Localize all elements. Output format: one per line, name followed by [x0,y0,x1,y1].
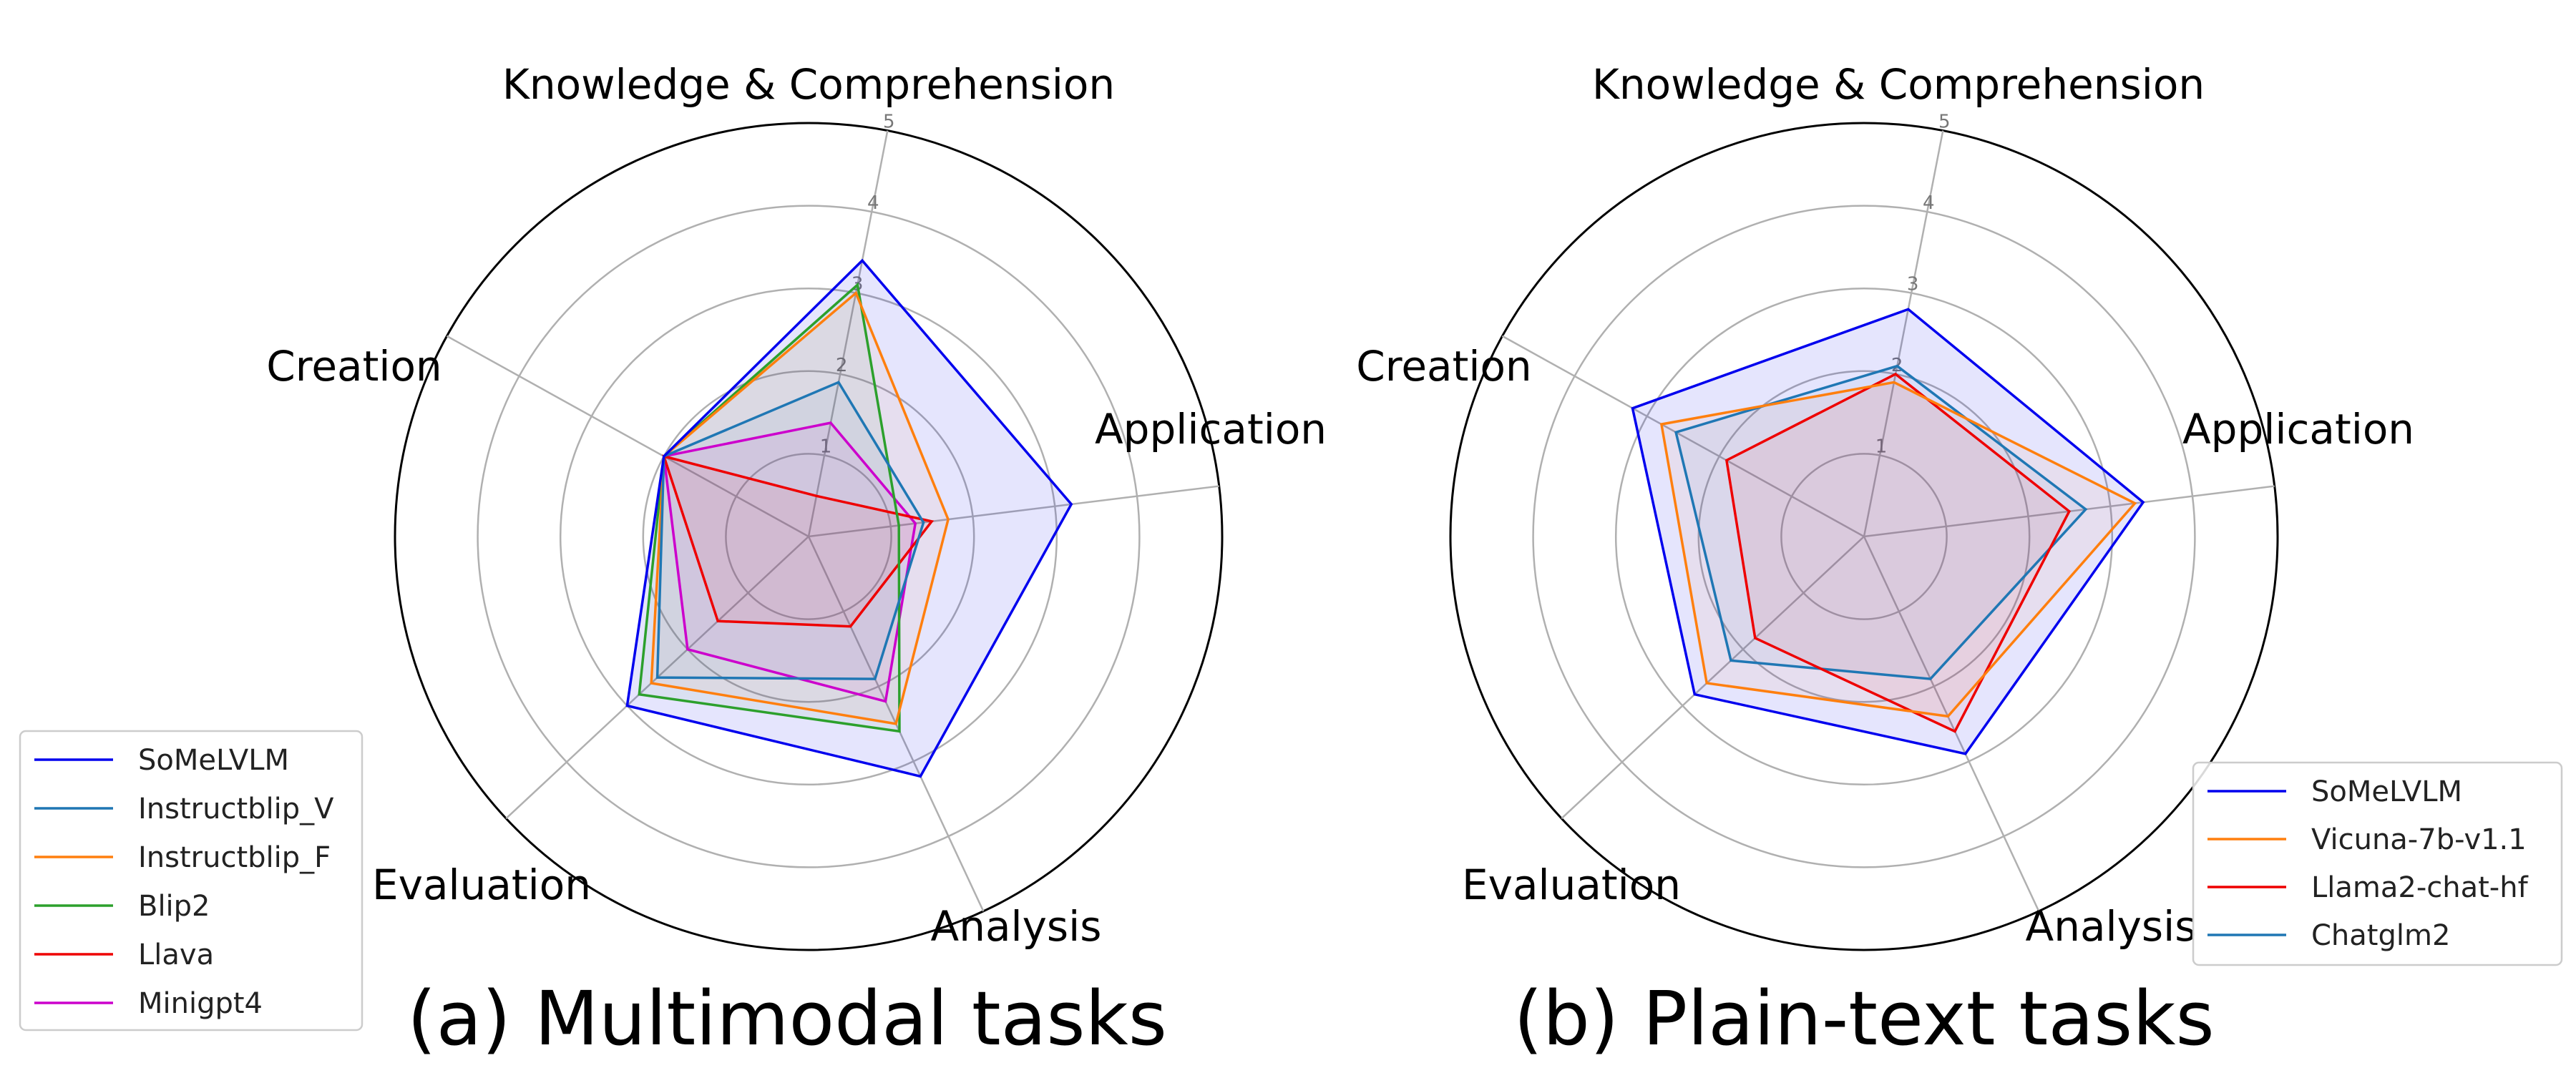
spoke-evaluation [1561,536,1865,820]
series-shade-blip2 [639,285,899,732]
legend-entry-llama2-chat-hf: Llama2-chat-hf [2311,871,2529,904]
radar-outer-frame [1449,122,2279,951]
axis-label-analysis: Analysis [931,902,1102,951]
tick-label-1: 1 [820,436,832,458]
axis-label-application: Application [2182,405,2414,454]
series-shade-llama2-chat-hf [1726,374,2069,732]
series-line-llama2-chat-hf [1724,372,2072,733]
spoke-knowledge-comprehension [1863,130,1944,537]
spoke-knowledge-comprehension [807,130,889,537]
radar-outer-frame [394,122,1224,951]
axis-label-evaluation: Evaluation [1462,861,1681,909]
series-line-vicuna-7b-v1-1 [1659,381,2137,718]
series-shade-llava [663,456,932,627]
grid-circle-3 [1614,287,2114,786]
series-line-llava [662,454,935,628]
series-shade-instructblip-v [657,382,924,680]
legend-entry-minigpt4: Minigpt4 [138,987,263,1020]
legend: SoMeLVLM Instructblip_V Instructblip_F Blip… [19,730,364,1032]
legend: SoMeLVLM Vicuna-7b-v1.1 Llama2-chat-hf Chat… [2192,761,2563,966]
axis-label-creation: Creation [266,342,441,391]
axis-label-evaluation: Evaluation [372,861,591,909]
spoke-analysis [1863,536,2040,912]
legend-entry-instructblip-v: Instructblip_V [138,793,334,825]
tick-label-5: 5 [883,112,895,133]
legend-entry-somelvlm: SoMeLVLM [138,744,289,777]
legend-entry-somelvlm: SoMeLVLM [2311,775,2462,808]
axis-label-analysis: Analysis [2026,902,2197,951]
panel-caption: (a) Multimodal tasks [407,975,1167,1062]
panel-caption: (b) Plain-text tasks [1513,975,2214,1062]
series-line-minigpt4 [662,421,917,703]
tick-label-4: 4 [867,192,879,214]
grid-circle-4 [1532,205,2196,868]
tick-label-1: 1 [1875,436,1888,458]
series-line-somelvlm [1631,308,2145,755]
grid-circle-2 [642,370,975,703]
series-shade-instructblip-f [651,293,949,724]
legend-entry-instructblip-f: Instructblip_F [138,841,331,874]
legend-box [2192,761,2563,966]
series-line-instructblip-v [655,381,925,680]
spoke-creation [446,335,809,538]
series-line-instructblip-f [650,290,950,725]
legend-entry-blip2: Blip2 [138,890,210,923]
grid-circle-3 [559,287,1058,786]
tick-label-4: 4 [1923,192,1935,214]
series-shade-vicuna-7b-v1-1 [1661,382,2135,717]
grid-circle-1 [1780,453,1948,620]
series-line-chatglm2 [1674,364,2088,680]
spoke-application [808,485,1219,538]
tick-label-3: 3 [1907,274,1919,295]
series-shade-minigpt4 [663,423,916,702]
series-area-somelvlm [1632,309,2144,754]
grid-circle-1 [725,453,892,620]
grid-circle-4 [477,205,1141,868]
tick-label-2: 2 [836,355,848,376]
legend-entry-chatglm2: Chatglm2 [2311,919,2450,952]
axis-label-creation: Creation [1356,342,1531,391]
axis-label-application: Application [1095,405,1327,454]
axis-label-knowledge-comprehension: Knowledge & Comprehension [502,60,1115,109]
series-line-somelvlm [625,258,1073,778]
tick-label-5: 5 [1938,112,1951,133]
spoke-creation [1501,335,1865,538]
grid-circle-2 [1697,370,2031,703]
legend-entry-vicuna-7b-v1-1: Vicuna-7b-v1.1 [2311,823,2527,856]
axis-label-knowledge-comprehension: Knowledge & Comprehension [1592,60,2205,109]
legend-entry-llava: Llava [138,939,214,971]
